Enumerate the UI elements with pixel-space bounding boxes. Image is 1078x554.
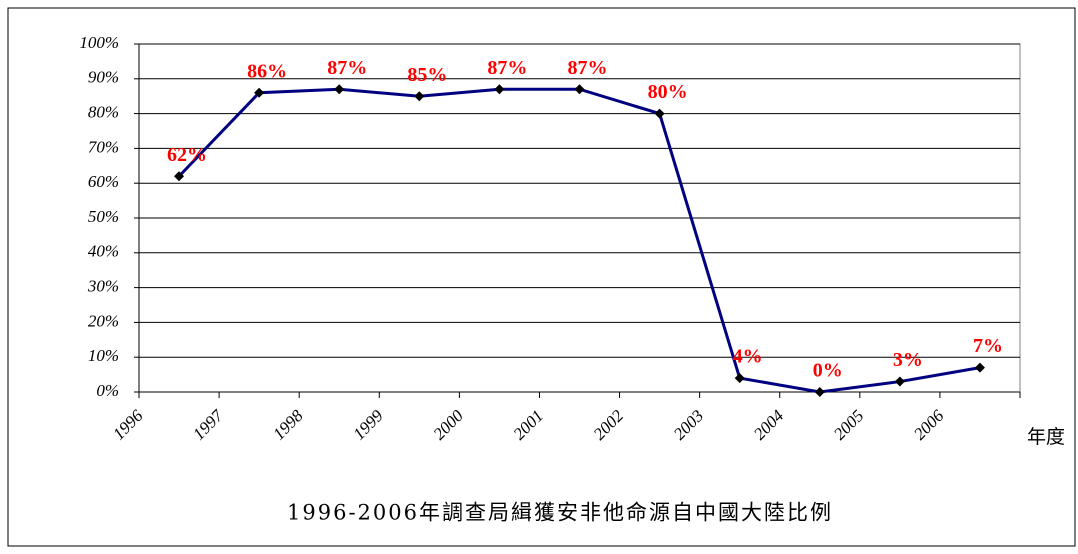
data-label: 62% xyxy=(167,144,207,166)
y-tick-label: 90% xyxy=(88,68,119,87)
marker xyxy=(734,373,745,384)
marker xyxy=(894,376,905,387)
y-tick-label: 80% xyxy=(88,103,119,122)
marker xyxy=(494,84,505,95)
data-label: 7% xyxy=(973,335,1003,357)
marker xyxy=(414,91,425,102)
data-label: 87% xyxy=(568,57,608,79)
data-label: 80% xyxy=(648,81,688,103)
data-label: 3% xyxy=(893,349,923,371)
y-tick-label: 60% xyxy=(88,172,119,191)
y-tick-label: 100% xyxy=(79,33,119,52)
marker xyxy=(174,171,185,182)
data-label: 0% xyxy=(813,360,843,382)
chart-title: 1996-2006年調查局緝獲安非他命源自中國大陸比例 xyxy=(287,501,833,525)
marker xyxy=(974,362,985,373)
data-label: 85% xyxy=(407,64,447,86)
data-label: 4% xyxy=(733,346,763,368)
y-tick-label: 0% xyxy=(96,381,119,400)
marker xyxy=(254,87,265,98)
marker xyxy=(654,108,665,119)
data-label: 87% xyxy=(487,57,527,79)
y-tick-label: 20% xyxy=(88,311,119,330)
data-label: 87% xyxy=(327,57,367,79)
marker xyxy=(574,84,585,95)
marker xyxy=(334,84,345,95)
chart-frame xyxy=(7,7,1076,547)
marker xyxy=(814,387,825,397)
x-axis-label: 年度 xyxy=(1027,426,1065,448)
y-tick-label: 10% xyxy=(88,346,119,365)
y-tick-label: 50% xyxy=(88,207,119,226)
y-tick-label: 30% xyxy=(87,277,119,296)
y-tick-label: 40% xyxy=(88,242,119,261)
data-label: 86% xyxy=(247,60,287,82)
y-tick-label: 70% xyxy=(88,137,119,156)
